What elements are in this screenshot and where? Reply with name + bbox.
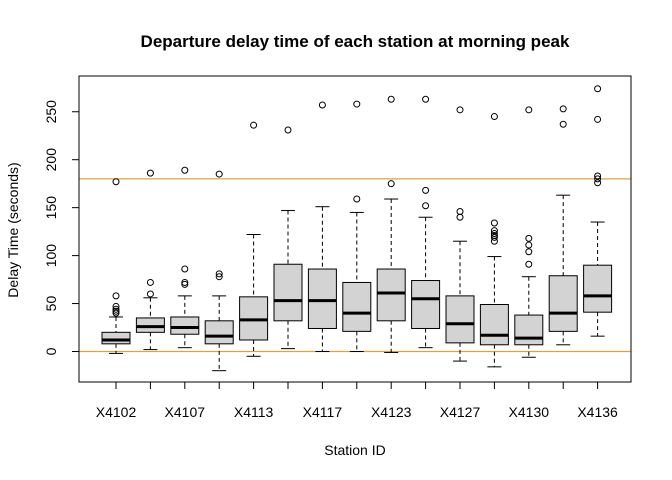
box-15 xyxy=(583,85,613,337)
outlier-point xyxy=(387,95,395,103)
outlier-point xyxy=(490,227,498,235)
iqr-box xyxy=(342,281,372,332)
outlier-point xyxy=(422,202,430,210)
outlier-point xyxy=(594,115,602,123)
outlier-point xyxy=(490,113,498,121)
outlier-point xyxy=(181,166,189,174)
iqr-box xyxy=(445,295,475,344)
outlier-point xyxy=(181,265,189,273)
iqr-box xyxy=(101,331,131,345)
outlier-point xyxy=(112,302,120,310)
outlier-point xyxy=(525,234,533,242)
x-tick-label: X4136 xyxy=(577,404,618,420)
outlier-point xyxy=(181,278,189,286)
y-tick-label: 150 xyxy=(43,196,59,220)
y-axis: 0 50 100 150 200 250 xyxy=(43,100,80,355)
outlier-point xyxy=(525,260,533,268)
iqr-box xyxy=(411,280,441,329)
outlier-point xyxy=(250,121,258,129)
x-tick-label: X4117 xyxy=(303,404,343,420)
outlier-point xyxy=(456,213,464,221)
box-14 xyxy=(548,105,578,346)
iqr-box xyxy=(170,316,200,335)
box-4 xyxy=(204,170,234,372)
y-tick-label: 0 xyxy=(43,347,59,355)
x-tick-label: X4113 xyxy=(234,404,274,420)
outlier-point xyxy=(490,233,498,241)
outlier-point xyxy=(594,172,602,180)
outlier-point xyxy=(525,241,533,249)
x-tick-label: X4123 xyxy=(371,404,412,420)
outlier-point xyxy=(594,85,602,93)
y-tick-label: 100 xyxy=(43,244,59,268)
outlier-point xyxy=(284,126,292,134)
x-axis-label: Station ID xyxy=(324,442,385,458)
box-11 xyxy=(445,106,475,362)
x-tick-label: X4102 xyxy=(96,404,137,420)
outlier-point xyxy=(215,270,223,278)
outlier-point xyxy=(559,120,567,128)
outlier-point xyxy=(181,280,189,288)
x-tick-label: X4127 xyxy=(440,404,481,420)
iqr-box xyxy=(514,314,544,346)
outlier-point xyxy=(112,307,120,315)
box-series xyxy=(101,85,613,372)
y-tick-label: 250 xyxy=(43,100,59,124)
box-3 xyxy=(170,166,200,349)
outlier-point xyxy=(490,230,498,238)
outlier-point xyxy=(146,278,154,286)
outlier-point xyxy=(146,169,154,177)
x-tick-label: X4130 xyxy=(509,404,550,420)
outlier-point xyxy=(490,231,498,239)
outlier-point xyxy=(422,186,430,194)
x-axis: X4102 X4107 X4113 X4117 X4123 X4127 X4130 X4136 xyxy=(96,381,618,420)
outlier-point xyxy=(387,180,395,188)
y-tick-label: 50 xyxy=(43,296,59,312)
outlier-point xyxy=(215,170,223,178)
outlier-point xyxy=(112,292,120,300)
outlier-point xyxy=(146,290,154,298)
iqr-box xyxy=(307,268,337,329)
box-8 xyxy=(342,100,372,352)
outlier-point xyxy=(112,305,120,313)
outlier-point xyxy=(594,179,602,187)
outlier-point xyxy=(456,207,464,215)
outlier-point xyxy=(353,195,361,203)
iqr-box xyxy=(204,320,234,345)
outlier-point xyxy=(559,105,567,113)
iqr-box xyxy=(273,263,303,322)
outlier-point xyxy=(112,178,120,186)
outlier-point xyxy=(112,309,120,317)
outlier-point xyxy=(594,175,602,183)
chart-title: Departure delay time of each station at … xyxy=(141,32,570,51)
outlier-point xyxy=(525,106,533,114)
outlier-point xyxy=(422,95,430,103)
outlier-point xyxy=(318,101,326,109)
box-12 xyxy=(479,113,509,368)
box-7 xyxy=(307,101,337,352)
box-13 xyxy=(514,106,544,358)
iqr-box xyxy=(376,268,406,322)
box-1 xyxy=(101,178,131,354)
iqr-box xyxy=(548,275,578,332)
outlier-point xyxy=(525,248,533,256)
box-6 xyxy=(273,126,303,350)
iqr-box xyxy=(479,304,509,346)
plot-frame xyxy=(78,75,632,383)
y-tick-label: 200 xyxy=(43,148,59,172)
y-axis-label: Delay Time (seconds) xyxy=(5,162,21,297)
outlier-point xyxy=(215,273,223,281)
box-9 xyxy=(376,95,406,353)
outlier-point xyxy=(353,100,361,108)
box-2 xyxy=(135,169,165,351)
outlier-point xyxy=(490,219,498,227)
outlier-point xyxy=(456,106,464,114)
x-tick-label: X4107 xyxy=(165,404,206,420)
box-5 xyxy=(239,121,269,357)
box-10 xyxy=(411,95,441,349)
iqr-box xyxy=(583,264,613,313)
